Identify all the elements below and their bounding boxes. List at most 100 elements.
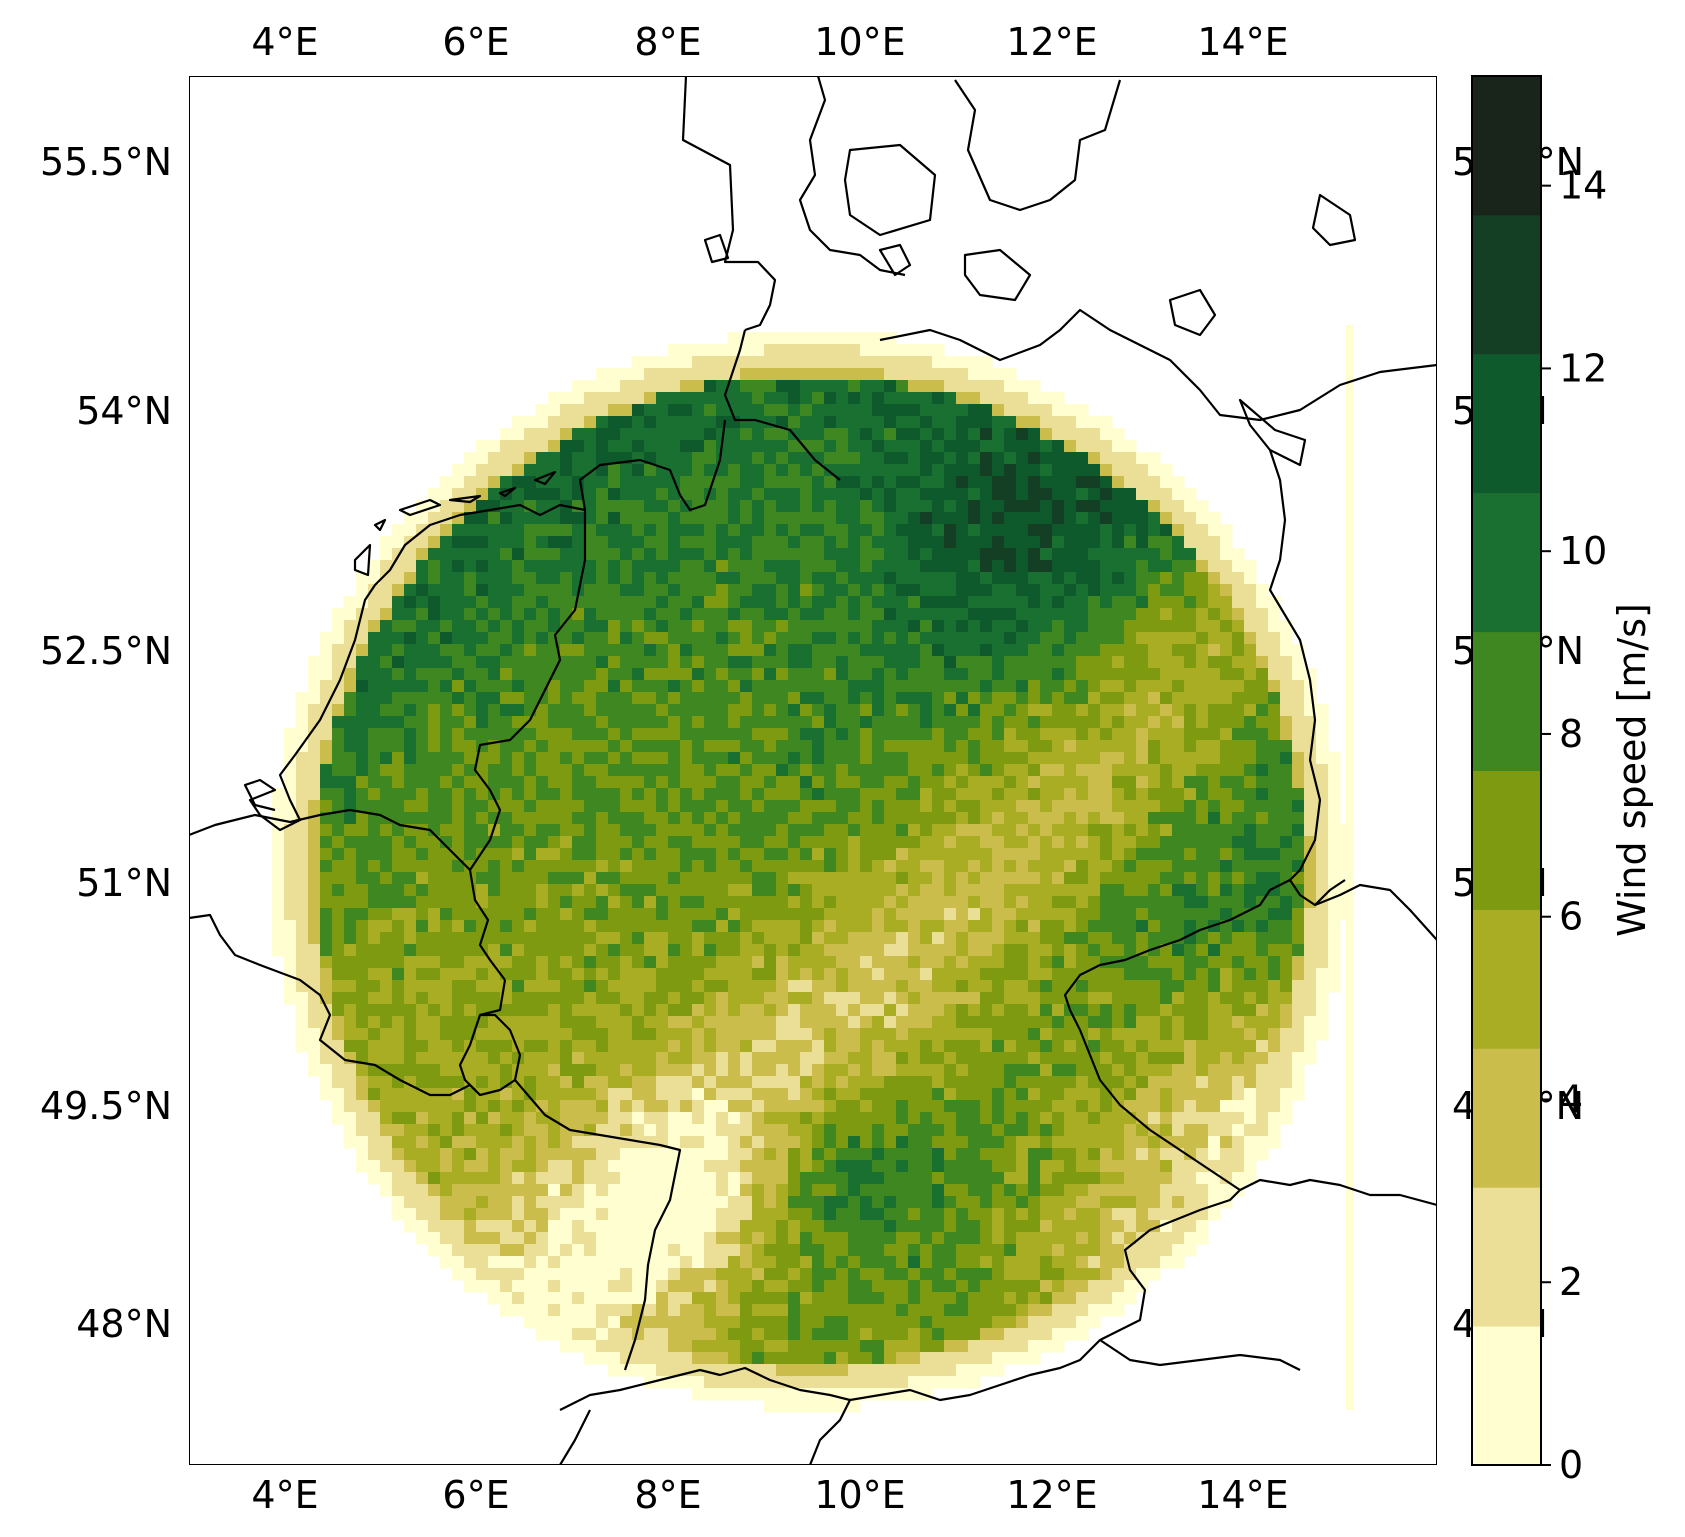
wind-speed-cell <box>560 776 573 789</box>
wind-speed-cell <box>896 764 909 777</box>
wind-speed-cell <box>536 728 549 741</box>
wind-speed-cell <box>800 428 813 441</box>
wind-speed-cell <box>560 440 573 453</box>
wind-speed-cell <box>1220 812 1233 825</box>
wind-speed-cell <box>1280 668 1293 681</box>
wind-speed-cell <box>1004 1088 1017 1101</box>
wind-speed-cell <box>536 884 549 897</box>
wind-speed-cell <box>1004 380 1017 393</box>
wind-speed-cell <box>824 884 837 897</box>
wind-speed-cell <box>500 848 513 861</box>
wind-speed-cell <box>356 992 369 1005</box>
wind-speed-cell <box>860 776 873 789</box>
wind-speed-cell <box>860 764 873 777</box>
wind-speed-cell <box>920 488 933 501</box>
wind-speed-cell <box>1172 608 1185 621</box>
wind-speed-cell <box>1160 836 1173 849</box>
wind-speed-cell <box>740 452 753 465</box>
wind-speed-cell <box>668 524 681 537</box>
wind-speed-cell <box>548 848 561 861</box>
wind-speed-cell <box>788 512 801 525</box>
wind-speed-cell <box>860 896 873 909</box>
wind-speed-cell <box>308 1004 321 1017</box>
wind-speed-cell <box>476 716 489 729</box>
wind-speed-cell <box>1292 812 1305 825</box>
wind-speed-cell <box>1064 680 1077 693</box>
wind-speed-cell <box>428 1004 441 1017</box>
wind-speed-cell <box>380 536 393 549</box>
wind-speed-cell <box>812 788 825 801</box>
wind-speed-cell <box>308 1028 321 1041</box>
wind-speed-cell <box>1124 716 1137 729</box>
wind-speed-cell <box>1148 824 1161 837</box>
wind-speed-cell <box>1160 1112 1173 1125</box>
wind-speed-cell <box>1076 992 1089 1005</box>
wind-speed-cell <box>500 776 513 789</box>
wind-speed-cell <box>1052 1028 1065 1041</box>
wind-speed-cell <box>740 872 753 885</box>
wind-speed-cell <box>812 536 825 549</box>
wind-speed-cell <box>344 1016 357 1029</box>
wind-speed-cell <box>1088 992 1101 1005</box>
wind-speed-cell <box>308 896 321 909</box>
wind-speed-cell <box>776 872 789 885</box>
wind-speed-cell <box>1100 1100 1113 1113</box>
wind-speed-cell <box>1016 680 1029 693</box>
wind-speed-cell <box>716 668 729 681</box>
wind-speed-cell <box>872 536 885 549</box>
wind-speed-cell <box>488 1052 501 1065</box>
wind-speed-cell <box>776 344 789 357</box>
wind-speed-cell <box>488 920 501 933</box>
wind-speed-cell <box>812 644 825 657</box>
wind-speed-cell <box>1148 560 1161 573</box>
wind-speed-cell <box>692 1016 705 1029</box>
wind-speed-cell <box>1088 1076 1101 1089</box>
wind-speed-cell <box>1040 968 1053 981</box>
wind-speed-cell <box>596 788 609 801</box>
wind-speed-cell <box>884 584 897 597</box>
wind-speed-cell <box>1112 572 1125 585</box>
wind-speed-cell <box>728 380 741 393</box>
wind-speed-cell <box>752 788 765 801</box>
wind-speed-cell <box>1232 1040 1245 1053</box>
wind-speed-cell <box>1040 704 1053 717</box>
wind-speed-cell <box>980 644 993 657</box>
wind-speed-cell <box>884 932 897 945</box>
wind-speed-cell <box>560 800 573 813</box>
wind-speed-cell <box>992 776 1005 789</box>
wind-speed-cell <box>380 1112 393 1125</box>
wind-speed-cell <box>944 944 957 957</box>
wind-speed-cell <box>1028 548 1041 561</box>
wind-speed-cell <box>1220 668 1233 681</box>
wind-speed-cell <box>1208 560 1221 573</box>
wind-speed-cell <box>344 740 357 753</box>
wind-speed-cell <box>992 1100 1005 1113</box>
wind-speed-cell <box>740 776 753 789</box>
wind-speed-cell <box>824 356 837 369</box>
wind-speed-cell <box>764 464 777 477</box>
wind-speed-cell <box>872 740 885 753</box>
wind-speed-cell <box>1268 680 1281 693</box>
wind-speed-cell <box>452 992 465 1005</box>
wind-speed-cell <box>1088 500 1101 513</box>
wind-speed-cell <box>596 416 609 429</box>
wind-speed-cell <box>704 968 717 981</box>
wind-speed-cell <box>812 608 825 621</box>
wind-speed-cell <box>1232 1052 1245 1065</box>
wind-speed-cell <box>548 932 561 945</box>
wind-speed-cell <box>1184 1076 1197 1089</box>
wind-speed-cell <box>1280 1028 1293 1041</box>
wind-speed-cell <box>1016 848 1029 861</box>
wind-speed-cell <box>1028 476 1041 489</box>
wind-speed-cell <box>452 872 465 885</box>
wind-speed-cell <box>332 824 345 837</box>
wind-speed-cell <box>344 1064 357 1077</box>
wind-speed-cell <box>1124 644 1137 657</box>
wind-speed-cell <box>896 680 909 693</box>
wind-speed-cell <box>584 452 597 465</box>
wind-speed-cell <box>1232 1028 1245 1041</box>
wind-speed-cell <box>1172 632 1185 645</box>
wind-speed-cell <box>548 764 561 777</box>
wind-speed-cell <box>524 752 537 765</box>
wind-speed-cell <box>440 1052 453 1065</box>
